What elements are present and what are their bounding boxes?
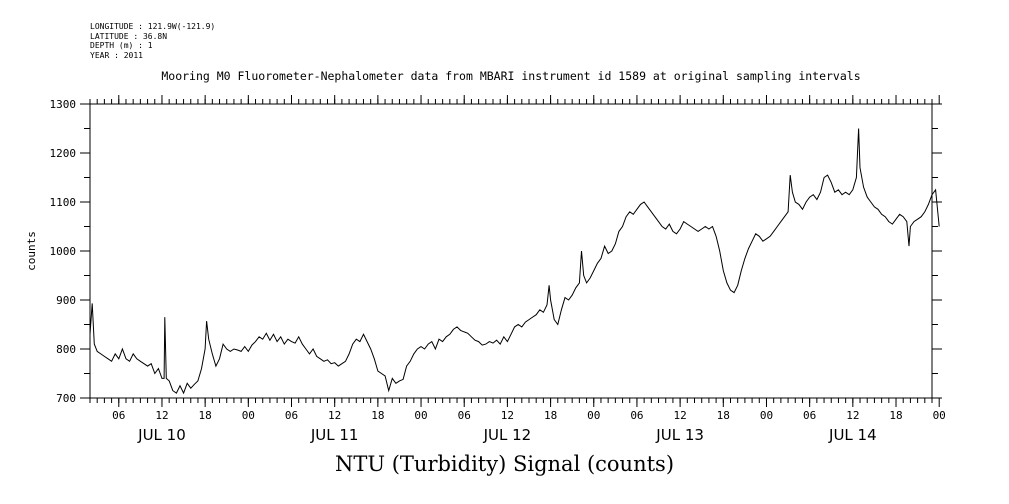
metadata-block: LONGITUDE : 121.9W(-121.9) LATITUDE : 36… — [90, 22, 215, 60]
y-axis-label: counts — [25, 231, 38, 271]
depth-text: DEPTH (m) : 1 — [90, 41, 153, 50]
x-tick-label: 18 — [889, 409, 902, 422]
x-tick-label: 06 — [112, 409, 125, 422]
y-tick-label: 1200 — [50, 147, 77, 160]
y-tick-label: 1100 — [50, 196, 77, 209]
x-tick-label: 12 — [673, 409, 686, 422]
series-line — [89, 128, 940, 395]
x-tick-label: 06 — [285, 409, 298, 422]
x-tick-label: 12 — [328, 409, 341, 422]
x-day-label: JUL 11 — [310, 426, 359, 444]
y-tick-label: 900 — [56, 294, 76, 307]
x-tick-label: 00 — [933, 409, 946, 422]
x-day-label: JUL 13 — [655, 426, 704, 444]
x-tick-label: 00 — [414, 409, 427, 422]
y-tick-label: 700 — [56, 392, 76, 405]
latitude-text: LATITUDE : 36.8N — [90, 31, 168, 41]
x-day-label: JUL 12 — [483, 426, 532, 444]
y-tick-label: 1300 — [50, 98, 77, 111]
x-tick-label: 18 — [199, 409, 212, 422]
x-tick-label: 18 — [717, 409, 730, 422]
x-tick-label: 18 — [371, 409, 384, 422]
y-tick-label: 800 — [56, 343, 76, 356]
x-tick-label: 06 — [630, 409, 643, 422]
year-text: YEAR : 2011 — [90, 50, 143, 60]
y-tick-label: 1000 — [50, 245, 77, 258]
x-day-label: JUL 14 — [828, 426, 877, 444]
x-tick-label: 00 — [760, 409, 773, 422]
x-tick-label: 12 — [501, 409, 514, 422]
x-tick-label: 00 — [587, 409, 600, 422]
x-tick-label: 12 — [155, 409, 168, 422]
longitude-text: LONGITUDE : 121.9W(-121.9) — [90, 22, 216, 31]
plot-frame — [89, 103, 933, 399]
x-tick-label: 06 — [803, 409, 816, 422]
x-tick-label: 18 — [544, 409, 557, 422]
x-day-label: JUL 10 — [137, 426, 186, 444]
bottom-caption: NTU (Turbidity) Signal (counts) — [334, 452, 675, 476]
x-tick-label: 12 — [846, 409, 859, 422]
chart-title: Mooring M0 Fluorometer-Nephalometer data… — [161, 69, 861, 83]
x-tick-label: 06 — [458, 409, 471, 422]
x-tick-label: 00 — [242, 409, 255, 422]
